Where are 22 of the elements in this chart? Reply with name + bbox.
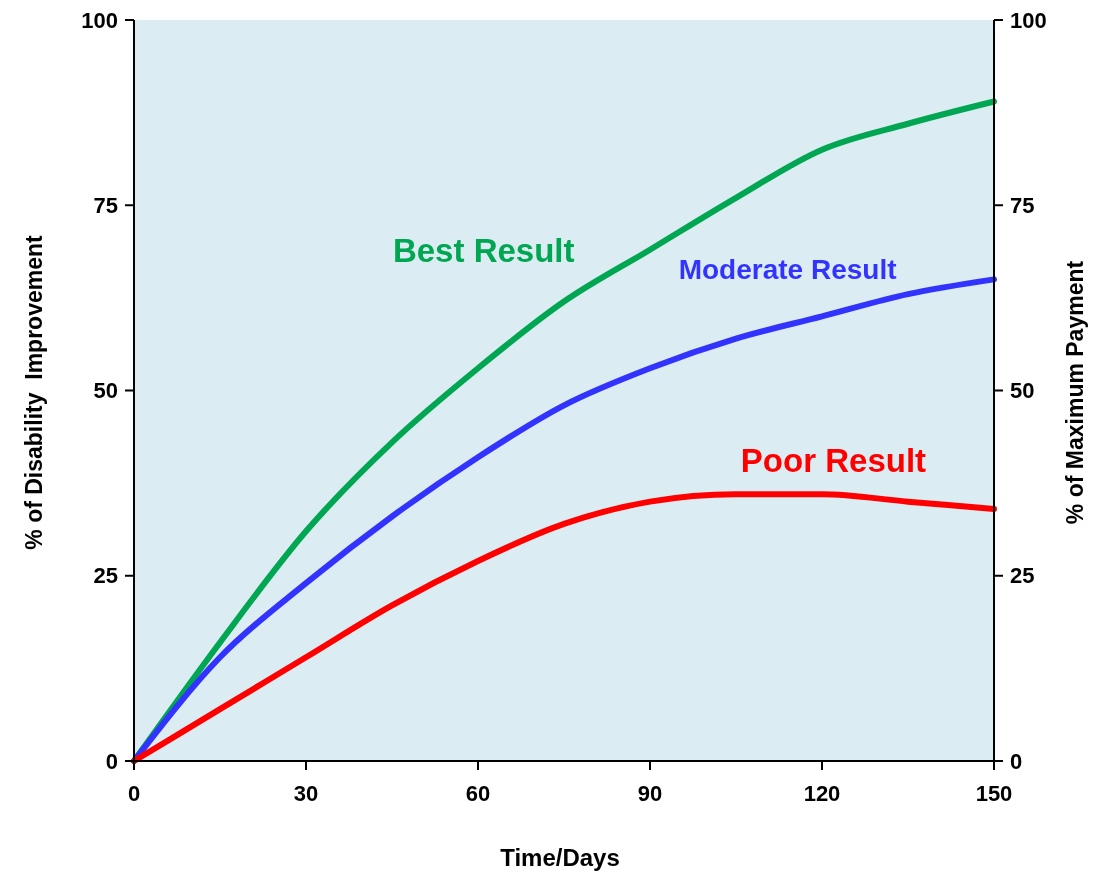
y-tick-label: 75 bbox=[93, 192, 118, 218]
y2-tick-label: 50 bbox=[1010, 378, 1035, 404]
y-tick-label: 100 bbox=[81, 7, 118, 33]
y2-axis-title: % of Maximum Payment bbox=[1062, 260, 1088, 525]
x-tick-label: 150 bbox=[975, 781, 1013, 806]
y-tick-label: 0 bbox=[105, 748, 118, 774]
y2-tick-label: 0 bbox=[1010, 748, 1023, 774]
y-tick-label: 25 bbox=[93, 563, 118, 589]
x-tick-label: 30 bbox=[293, 781, 319, 806]
x-axis-title: Time/Days bbox=[500, 844, 620, 871]
y-tick-label: 50 bbox=[93, 378, 118, 404]
x-tick-label: 120 bbox=[803, 781, 841, 806]
x-tick-label: 90 bbox=[637, 781, 663, 806]
x-tick-label: 60 bbox=[465, 781, 491, 806]
series-label: Best Result bbox=[392, 232, 575, 270]
x-tick-label: 0 bbox=[127, 781, 141, 806]
series-label: Poor Result bbox=[740, 442, 927, 480]
y2-tick-label: 100 bbox=[1010, 7, 1047, 33]
y2-tick-label: 75 bbox=[1010, 192, 1035, 218]
y-axis-title: % of Disability Improvement bbox=[21, 234, 47, 550]
y2-tick-label: 25 bbox=[1010, 563, 1035, 589]
series-label: Moderate Result bbox=[678, 254, 897, 286]
